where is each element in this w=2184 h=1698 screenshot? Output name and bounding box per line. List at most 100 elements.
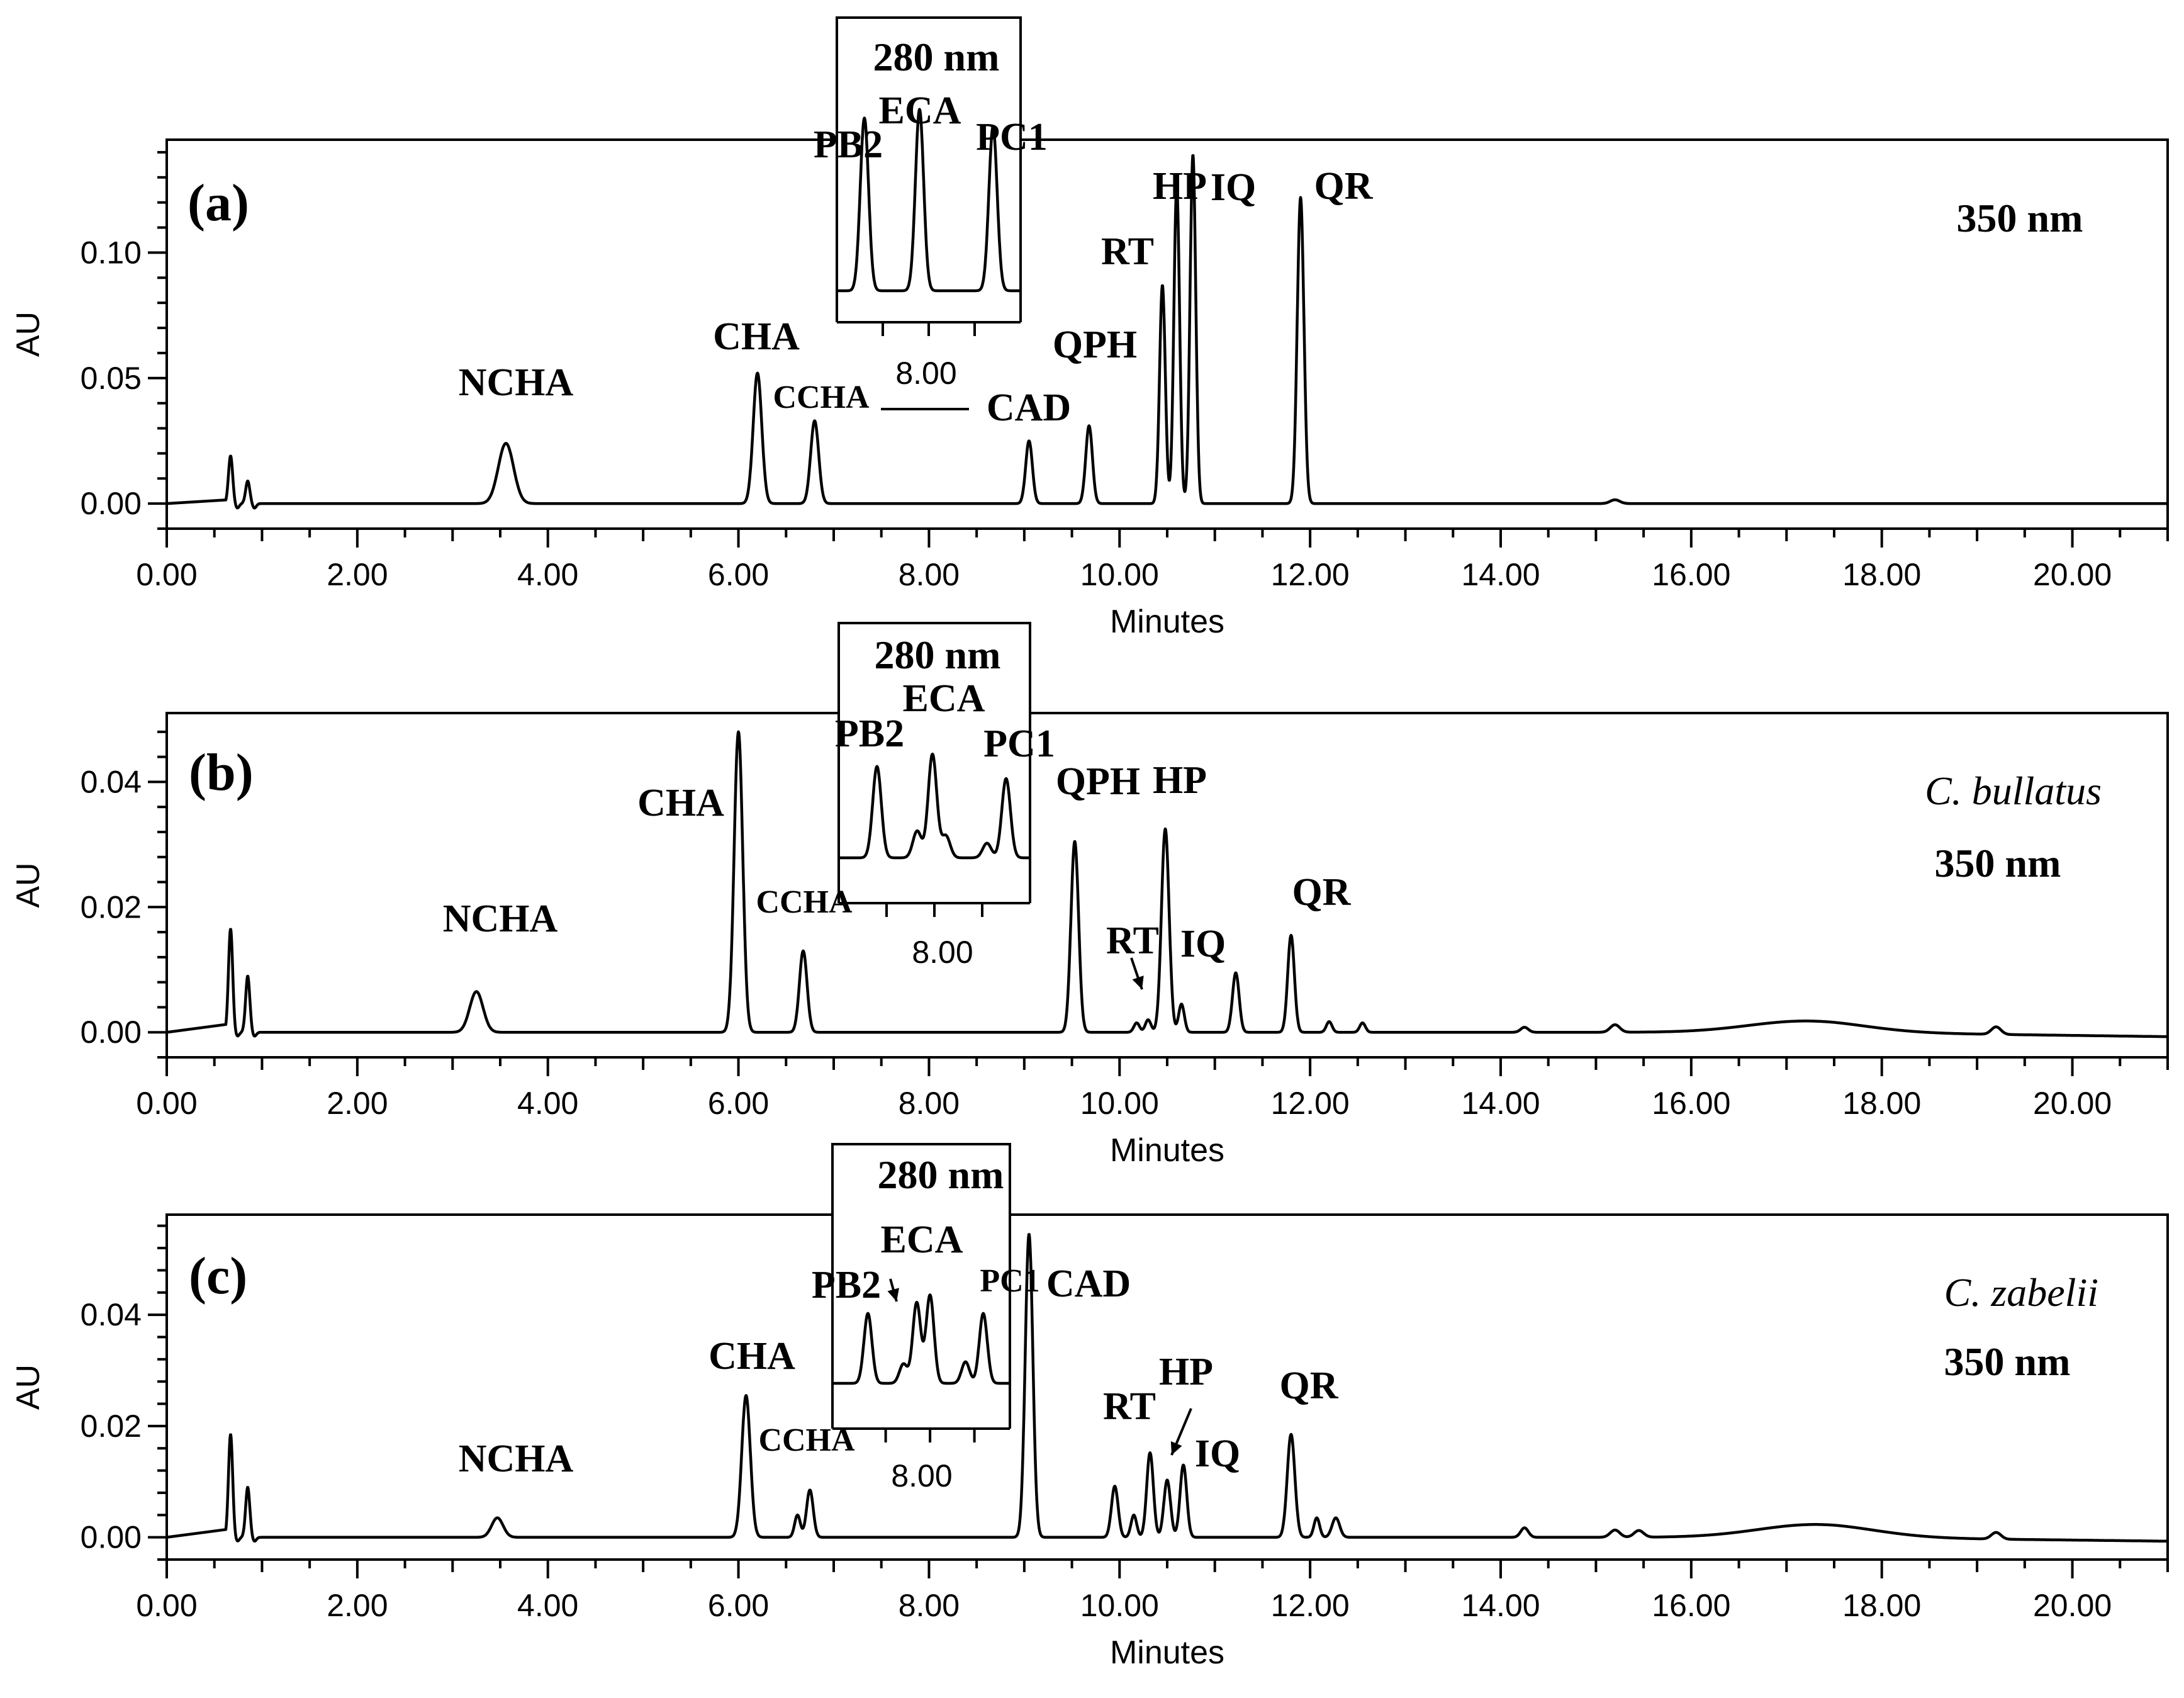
peak-label: HP — [1159, 1351, 1213, 1393]
x-tick-label: 4.00 — [517, 1086, 578, 1121]
peak-label: HP — [1153, 165, 1207, 208]
x-axis-title: Minutes — [1110, 1634, 1224, 1671]
y-tick-label: 0.00 — [81, 486, 142, 521]
x-tick-label: 18.00 — [1842, 1588, 1921, 1623]
y-axis-title: AU — [10, 312, 47, 357]
chromatogram-trace — [166, 730, 2169, 1038]
x-tick-label: 14.00 — [1461, 1086, 1540, 1121]
peak-label: IQ — [1180, 923, 1226, 965]
x-tick-label: 12.00 — [1271, 557, 1350, 592]
x-tick-label: 2.00 — [327, 1588, 388, 1623]
species-label: C. zabelii — [1944, 1270, 2098, 1315]
inset-frame — [836, 16, 1022, 322]
peak-label: QR — [1292, 871, 1352, 914]
y-tick-label: 0.10 — [81, 235, 142, 270]
x-tick-label: 6.00 — [708, 557, 769, 592]
x-tick-label: 6.00 — [708, 1588, 769, 1623]
inset-peak-label: PC1 — [983, 722, 1055, 765]
peak-label: QR — [1314, 165, 1374, 208]
peak-label: NCHA — [459, 1437, 574, 1480]
inset-peak-label: ECA — [879, 89, 961, 132]
arrow-head — [1170, 1441, 1182, 1455]
x-tick-label: 6.00 — [708, 1086, 769, 1121]
y-tick-label: 0.04 — [81, 1297, 142, 1332]
inset-x-tick-label: 8.00 — [891, 1458, 952, 1493]
y-axis: 0.00 0.05 0.10 AU — [10, 150, 167, 530]
inset-background — [832, 1144, 1010, 1429]
x-tick-label: 12.00 — [1271, 1588, 1350, 1623]
inset-peak-label: PB2 — [812, 1264, 881, 1307]
pointer-arrow — [887, 1278, 899, 1302]
inset-peak-label: PC1 — [980, 1263, 1039, 1299]
peak-label: CAD — [1046, 1262, 1131, 1305]
arrow-head — [887, 1288, 899, 1302]
x-tick-label: 18.00 — [1842, 557, 1921, 592]
x-tick-label: 8.00 — [899, 557, 960, 592]
inset-trace — [837, 752, 1031, 860]
peak-label: CHA — [637, 782, 724, 824]
wavelength-label: 350 nm — [1935, 841, 2061, 886]
x-tick-label: 16.00 — [1652, 557, 1730, 592]
peak-label: CAD — [987, 386, 1071, 429]
peak-label: CCHA — [756, 884, 853, 920]
inset-peak-label: ECA — [881, 1218, 963, 1261]
inset-peak-label: PC1 — [976, 116, 1048, 159]
y-tick-label: 0.04 — [81, 764, 142, 799]
x-tick-label: 12.00 — [1271, 1086, 1350, 1121]
chromatogram-trace — [166, 1233, 2169, 1543]
x-tick-label: 4.00 — [517, 1588, 578, 1623]
pointer-arrow — [1170, 1408, 1192, 1456]
y-tick-label: 0.02 — [81, 889, 142, 925]
peak-label: IQ — [1211, 166, 1256, 209]
y-tick-label: 0.00 — [81, 1520, 142, 1555]
x-tick-label: 2.00 — [327, 557, 388, 592]
inset-peak-label: PB2 — [835, 712, 904, 755]
x-tick-label: 20.00 — [2033, 1086, 2112, 1121]
panel-label: (a) — [188, 174, 249, 232]
wavelength-label: 350 nm — [1944, 1339, 2071, 1384]
wavelength-label: 350 nm — [1957, 196, 2083, 240]
peak-label: RT — [1103, 1385, 1156, 1428]
x-tick-label: 20.00 — [2033, 1588, 2112, 1623]
y-tick-label: 0.05 — [81, 361, 142, 396]
x-axis: 0.00 2.00 4.00 6.00 8.00 10.00 12.00 14.00 16.00… — [136, 1057, 2169, 1169]
y-tick-label: 0.00 — [81, 1015, 142, 1050]
chart-panel-2: 0.00 2.00 4.00 6.00 8.00 10.00 12.00 14.00 16.00… — [10, 622, 2169, 1169]
peak-label: CHA — [713, 315, 800, 358]
x-tick-label: 0.00 — [136, 1588, 197, 1623]
x-tick-label: 16.00 — [1652, 1086, 1730, 1121]
peak-label: CCHA — [773, 380, 870, 415]
peak-label: HP — [1153, 759, 1207, 802]
x-tick-label: 10.00 — [1080, 1588, 1159, 1623]
peak-label: NCHA — [459, 361, 574, 404]
x-tick-label: 10.00 — [1080, 1086, 1159, 1121]
arrow-head — [1132, 976, 1144, 989]
x-tick-label: 4.00 — [517, 557, 578, 592]
y-axis-title: AU — [10, 862, 47, 908]
panel-label: (b) — [189, 743, 254, 802]
panel-label: (c) — [189, 1247, 247, 1305]
x-axis: 0.00 2.00 4.00 6.00 8.00 10.00 12.00 14.00 16.00… — [136, 1560, 2169, 1671]
inset-frame — [837, 622, 1031, 903]
inset-wavelength-label: 280 nm — [875, 633, 1001, 677]
inset-wavelength-label: 280 nm — [873, 35, 1000, 79]
peak-label: QPH — [1053, 323, 1137, 366]
peak-label: QR — [1280, 1364, 1339, 1407]
y-axis: 0.00 0.02 0.04 AU — [10, 730, 167, 1059]
x-tick-label: 14.00 — [1461, 557, 1540, 592]
x-tick-label: 0.00 — [136, 1086, 197, 1121]
inset-x-tick-label: 8.00 — [895, 356, 956, 391]
peak-label: RT — [1101, 230, 1154, 273]
peak-label: CHA — [708, 1335, 795, 1378]
peak-label: IQ — [1195, 1432, 1240, 1475]
x-tick-label: 20.00 — [2033, 557, 2112, 592]
y-axis-title: AU — [10, 1364, 47, 1410]
x-axis-title: Minutes — [1110, 1132, 1224, 1169]
inset-peak-label: ECA — [903, 677, 985, 720]
pointer-arrow — [1130, 957, 1144, 990]
x-axis-title: Minutes — [1110, 604, 1224, 640]
x-tick-label: 16.00 — [1652, 1588, 1730, 1623]
